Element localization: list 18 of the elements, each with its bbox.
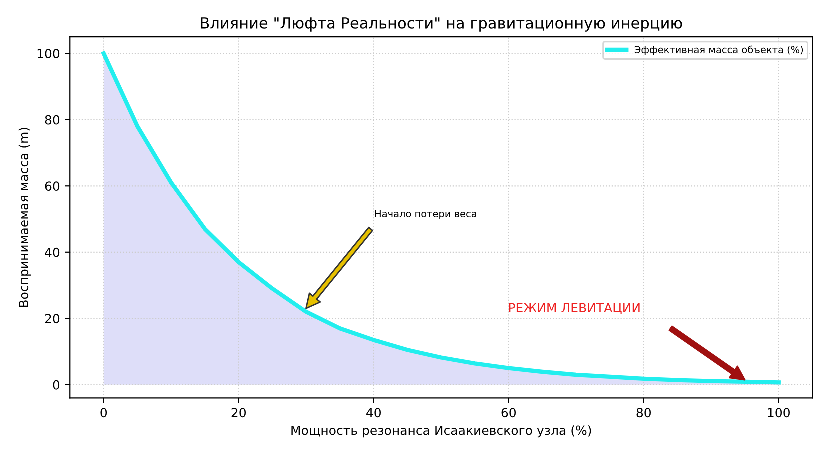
x-tick-label: 100	[768, 408, 790, 418]
x-tick-label: 40	[366, 408, 381, 418]
chart-title: Влияние "Люфта Реальности" на гравитационную инерцию	[201, 18, 682, 32]
y-tick-label: 40	[45, 248, 60, 258]
y-tick-label: 100	[38, 49, 60, 59]
annotation: РЕЖИМ ЛЕВИТАЦИИ	[509, 303, 640, 314]
x-tick-label: 80	[636, 408, 651, 418]
x-axis-title: Мощность резонанса Исаакиевского узла (%)	[292, 426, 592, 438]
x-tick-label: 0	[100, 408, 108, 418]
legend-label: Эффективная масса объекта (%)	[634, 46, 804, 56]
x-tick-label: 60	[502, 408, 516, 418]
y-axis-title: Воспринимаемая масса (m)	[18, 128, 31, 308]
y-tick-label: 20	[45, 314, 60, 324]
y-tick-label: 0	[53, 380, 60, 390]
y-tick-label: 80	[45, 115, 60, 125]
annotation: Начало потери веса	[376, 210, 476, 220]
x-tick-label: 20	[232, 408, 246, 418]
y-tick-label: 60	[45, 182, 60, 192]
